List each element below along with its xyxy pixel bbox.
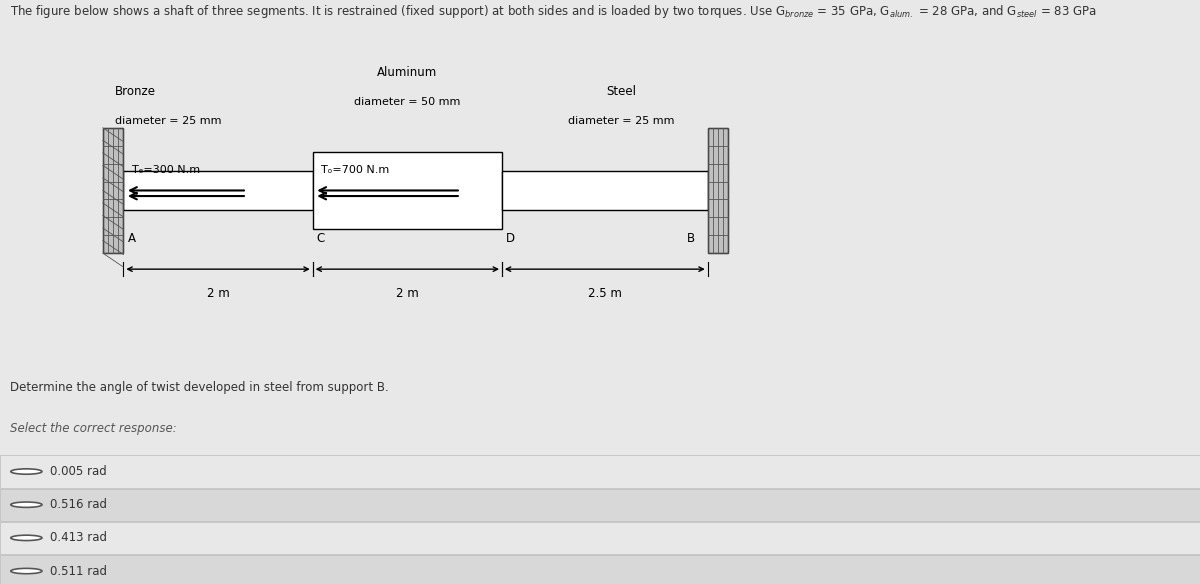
Text: Steel: Steel <box>606 85 636 98</box>
Text: 2.5 m: 2.5 m <box>588 287 622 300</box>
FancyBboxPatch shape <box>0 522 1200 554</box>
Text: 2 m: 2 m <box>396 287 419 300</box>
Text: Determine the angle of twist developed in steel from support B.: Determine the angle of twist developed i… <box>10 381 389 394</box>
Text: 2 m: 2 m <box>206 287 229 300</box>
Text: 0.511 rad: 0.511 rad <box>50 565 108 578</box>
Text: 0.005 rad: 0.005 rad <box>50 465 107 478</box>
Text: A: A <box>127 232 136 245</box>
Text: Aluminum: Aluminum <box>377 66 438 79</box>
Circle shape <box>11 502 42 507</box>
Bar <box>502 171 708 210</box>
Text: Bronze: Bronze <box>115 85 156 98</box>
Text: Tₒ=700 N.m: Tₒ=700 N.m <box>320 165 389 175</box>
Text: C: C <box>317 232 325 245</box>
Circle shape <box>11 568 42 573</box>
FancyBboxPatch shape <box>0 456 1200 488</box>
Bar <box>124 171 313 210</box>
Text: diameter = 25 mm: diameter = 25 mm <box>568 116 674 126</box>
FancyBboxPatch shape <box>0 555 1200 584</box>
Text: diameter = 25 mm: diameter = 25 mm <box>115 116 222 126</box>
Text: D: D <box>506 232 515 245</box>
Text: 0.516 rad: 0.516 rad <box>50 498 108 511</box>
Text: Select the correct response:: Select the correct response: <box>10 422 176 435</box>
Text: diameter = 50 mm: diameter = 50 mm <box>354 97 461 107</box>
Bar <box>103 128 124 253</box>
Circle shape <box>11 535 42 541</box>
FancyBboxPatch shape <box>0 489 1200 521</box>
Text: Tₑ=300 N.m: Tₑ=300 N.m <box>132 165 199 175</box>
Bar <box>708 128 728 253</box>
Bar <box>313 152 502 229</box>
Text: B: B <box>688 232 695 245</box>
Text: The figure below shows a shaft of three segments. It is restrained (fixed suppor: The figure below shows a shaft of three … <box>10 3 1097 20</box>
Circle shape <box>11 469 42 474</box>
Text: 0.413 rad: 0.413 rad <box>50 531 108 544</box>
